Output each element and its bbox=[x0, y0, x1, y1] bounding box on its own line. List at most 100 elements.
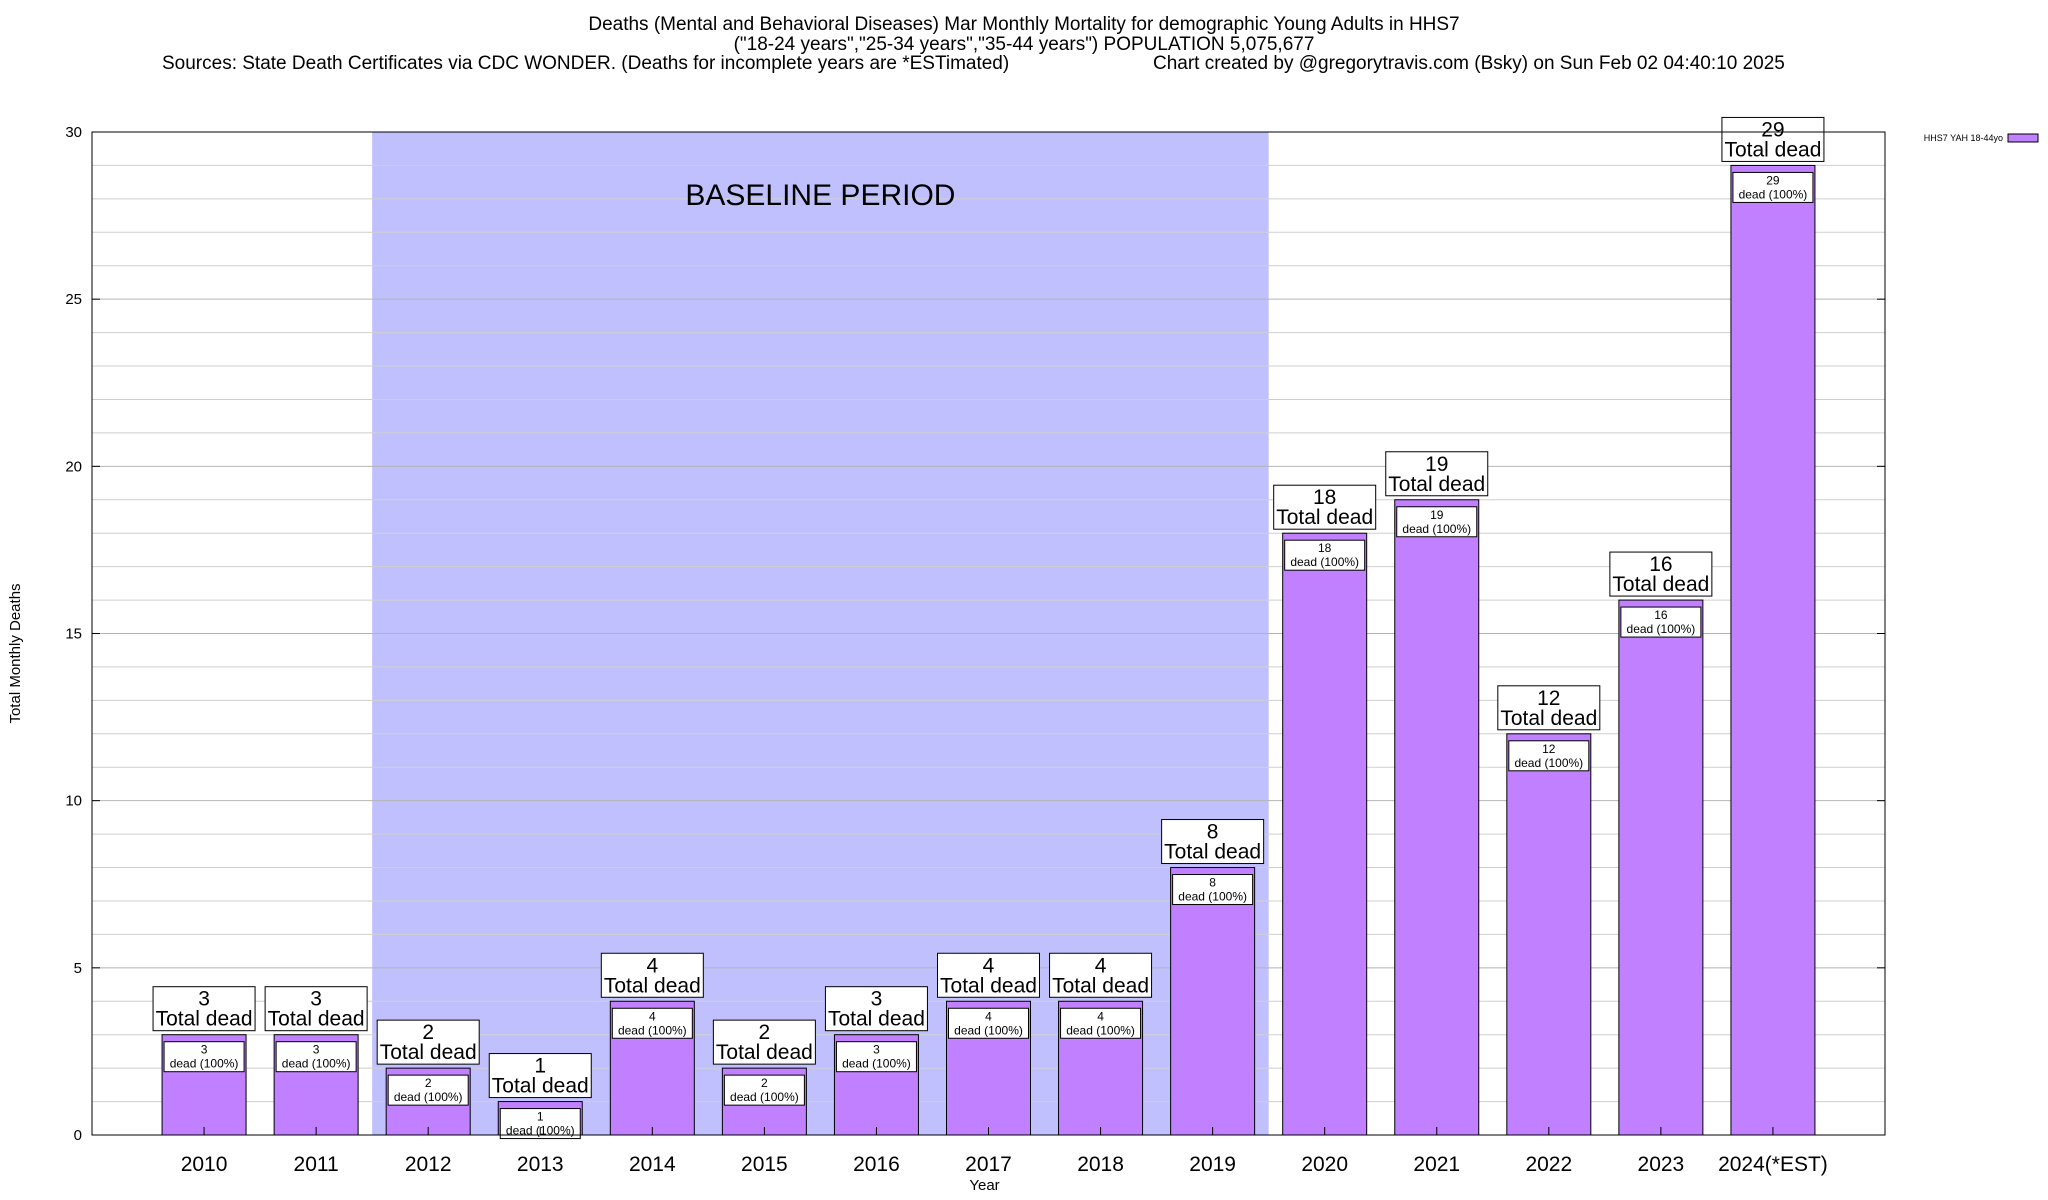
y-tick-label: 0 bbox=[74, 1127, 82, 1144]
x-axis-title: Year bbox=[969, 1177, 999, 1194]
total-label-box bbox=[1385, 451, 1489, 497]
x-tick-label: 2012 bbox=[405, 1153, 452, 1176]
total-label-count: 4 bbox=[646, 954, 658, 977]
x-tick-label: 2017 bbox=[965, 1153, 1012, 1176]
y-tick-label: 15 bbox=[65, 626, 82, 643]
total-label-text: Total dead bbox=[1388, 473, 1485, 496]
total-label-count: 2 bbox=[422, 1021, 434, 1044]
total-label-box bbox=[1273, 484, 1377, 530]
inner-label-count: 4 bbox=[1097, 1009, 1104, 1023]
inner-label-box bbox=[1508, 740, 1590, 772]
inner-label-text: dead (100%) bbox=[1066, 1023, 1135, 1037]
inner-label-text: dead (100%) bbox=[730, 1090, 799, 1104]
total-label-box bbox=[600, 952, 704, 998]
total-label-count: 8 bbox=[1207, 821, 1219, 844]
inner-label-count: 2 bbox=[761, 1076, 768, 1090]
bar bbox=[1282, 532, 1368, 1136]
x-tick-label: 2016 bbox=[853, 1153, 900, 1176]
chart-sources: Sources: State Death Certificates via CD… bbox=[162, 53, 1010, 74]
x-tick-label: 2011 bbox=[294, 1153, 339, 1176]
inner-label-count: 16 bbox=[1654, 608, 1668, 622]
total-label-text: Total dead bbox=[604, 974, 701, 997]
total-label-box bbox=[712, 1019, 816, 1065]
plot-frame bbox=[91, 131, 1886, 1136]
inner-label-text: dead (100%) bbox=[1514, 756, 1583, 770]
inner-label-box bbox=[1060, 1007, 1142, 1039]
inner-label-box bbox=[163, 1041, 245, 1073]
total-label-count: 1 bbox=[534, 1055, 546, 1078]
inner-label-text: dead (100%) bbox=[1739, 187, 1808, 201]
total-label-text: Total dead bbox=[156, 1008, 253, 1031]
total-label-box bbox=[1161, 819, 1265, 865]
bar bbox=[1170, 867, 1256, 1136]
inner-label-box bbox=[1396, 506, 1478, 538]
x-tick-label: 2020 bbox=[1301, 1153, 1348, 1176]
inner-label-count: 2 bbox=[425, 1076, 432, 1090]
total-label-box bbox=[1609, 551, 1713, 597]
inner-label-box bbox=[275, 1041, 357, 1073]
inner-label-count: 12 bbox=[1542, 742, 1556, 756]
total-label-text: Total dead bbox=[716, 1041, 813, 1064]
total-label-count: 16 bbox=[1649, 553, 1672, 576]
inner-label-text: dead (100%) bbox=[842, 1057, 911, 1071]
total-label-count: 29 bbox=[1761, 118, 1784, 141]
y-tick-label: 5 bbox=[74, 960, 82, 977]
total-label-text: Total dead bbox=[828, 1008, 925, 1031]
baseline-period-label: BASELINE PERIOD bbox=[685, 179, 955, 212]
total-label-text: Total dead bbox=[1612, 573, 1709, 596]
bar bbox=[1730, 164, 1816, 1136]
inner-label-text: dead (100%) bbox=[618, 1023, 687, 1037]
y-tick-label: 30 bbox=[65, 124, 82, 141]
x-tick-label: 2021 bbox=[1413, 1153, 1460, 1176]
legend-swatch bbox=[2007, 133, 2039, 143]
chart-credit: Chart created by @gregorytravis.com (Bsk… bbox=[1153, 53, 1785, 74]
chart-title-line1: Deaths (Mental and Behavioral Diseases) … bbox=[588, 14, 1460, 35]
inner-label-text: dead (100%) bbox=[954, 1023, 1023, 1037]
inner-label-box bbox=[723, 1074, 805, 1106]
total-label-count: 4 bbox=[1095, 954, 1107, 977]
total-label-box bbox=[1721, 116, 1825, 162]
x-tick-label: 2013 bbox=[517, 1153, 564, 1176]
total-label-text: Total dead bbox=[1052, 974, 1149, 997]
y-axis-title: Total Monthly Deaths bbox=[7, 583, 24, 723]
bar bbox=[1618, 599, 1704, 1136]
total-label-box bbox=[264, 986, 368, 1032]
x-tick-label: 2010 bbox=[181, 1153, 228, 1176]
total-label-count: 3 bbox=[198, 988, 210, 1011]
inner-label-text: dead (100%) bbox=[170, 1057, 239, 1071]
x-tick-label: 2018 bbox=[1077, 1153, 1124, 1176]
inner-label-text: dead (100%) bbox=[394, 1090, 463, 1104]
total-label-text: Total dead bbox=[380, 1041, 477, 1064]
inner-label-count: 8 bbox=[1209, 876, 1216, 890]
inner-label-count: 3 bbox=[873, 1043, 880, 1057]
total-label-text: Total dead bbox=[492, 1075, 589, 1098]
total-label-count: 2 bbox=[759, 1021, 771, 1044]
total-label-box bbox=[152, 986, 256, 1032]
total-label-count: 19 bbox=[1425, 453, 1448, 476]
total-label-text: Total dead bbox=[268, 1008, 365, 1031]
x-tick-label: 2023 bbox=[1638, 1153, 1685, 1176]
inner-label-text: dead (100%) bbox=[1290, 555, 1359, 569]
bar bbox=[1506, 733, 1592, 1136]
total-label-box bbox=[824, 986, 928, 1032]
total-label-text: Total dead bbox=[1276, 506, 1373, 529]
y-tick-label: 20 bbox=[65, 458, 82, 475]
total-label-box bbox=[376, 1019, 480, 1065]
total-label-count: 4 bbox=[983, 954, 995, 977]
legend-label: HHS7 YAH 18-44yo bbox=[1924, 133, 2003, 143]
total-label-count: 12 bbox=[1537, 687, 1560, 710]
x-tick-label: 2022 bbox=[1525, 1153, 1572, 1176]
bar bbox=[1394, 499, 1480, 1136]
inner-label-count: 1 bbox=[537, 1110, 544, 1124]
inner-label-count: 4 bbox=[985, 1009, 992, 1023]
inner-label-count: 29 bbox=[1766, 173, 1780, 187]
inner-label-box bbox=[1172, 874, 1254, 906]
x-tick-label: 2024(*EST) bbox=[1718, 1153, 1828, 1176]
total-label-count: 3 bbox=[310, 988, 322, 1011]
inner-label-text: dead (100%) bbox=[1627, 622, 1696, 636]
total-label-text: Total dead bbox=[940, 974, 1037, 997]
total-label-box bbox=[1049, 952, 1153, 998]
total-label-count: 18 bbox=[1313, 486, 1336, 509]
inner-label-count: 19 bbox=[1430, 508, 1444, 522]
